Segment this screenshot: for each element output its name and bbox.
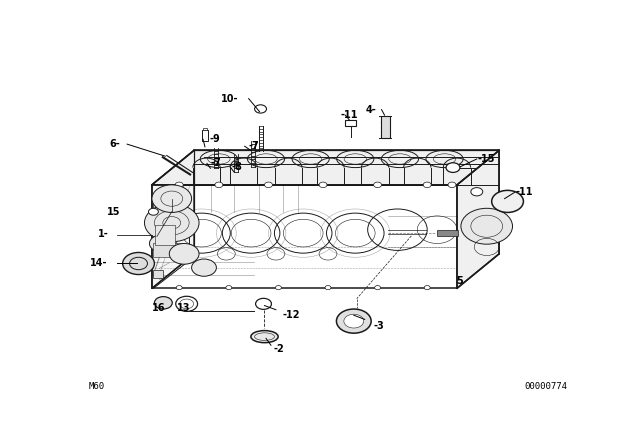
Text: -9: -9 xyxy=(210,134,221,144)
Bar xyxy=(154,198,164,212)
Text: 1-: 1- xyxy=(98,229,109,239)
Circle shape xyxy=(169,243,199,264)
Circle shape xyxy=(191,259,216,276)
Circle shape xyxy=(374,285,381,290)
Text: -7: -7 xyxy=(249,141,259,151)
Circle shape xyxy=(154,297,172,309)
Text: -15: -15 xyxy=(478,154,495,164)
Text: -8: -8 xyxy=(231,162,242,172)
Polygon shape xyxy=(457,151,499,289)
Text: 16: 16 xyxy=(152,303,165,313)
Ellipse shape xyxy=(251,331,278,343)
Circle shape xyxy=(423,182,431,188)
Circle shape xyxy=(226,285,232,290)
Bar xyxy=(437,230,458,236)
Text: -3: -3 xyxy=(374,321,385,331)
Circle shape xyxy=(145,204,199,242)
Text: 00000774: 00000774 xyxy=(524,382,567,391)
Circle shape xyxy=(148,208,158,215)
Circle shape xyxy=(492,190,524,212)
Circle shape xyxy=(461,208,513,244)
Text: 13: 13 xyxy=(177,303,191,313)
Circle shape xyxy=(337,309,371,333)
Text: 15: 15 xyxy=(107,207,121,217)
Text: M60: M60 xyxy=(89,382,105,391)
Circle shape xyxy=(448,182,456,188)
Text: -7: -7 xyxy=(211,159,221,168)
Text: 6-: 6- xyxy=(109,139,120,149)
Polygon shape xyxy=(152,151,499,185)
Bar xyxy=(346,120,356,126)
Circle shape xyxy=(446,163,460,172)
Text: -2: -2 xyxy=(273,344,284,354)
Circle shape xyxy=(325,285,331,290)
Circle shape xyxy=(152,185,191,212)
Circle shape xyxy=(319,182,327,188)
Circle shape xyxy=(255,298,271,310)
Circle shape xyxy=(176,285,182,290)
Text: 14-: 14- xyxy=(90,258,108,268)
Bar xyxy=(154,244,180,257)
Circle shape xyxy=(150,235,174,252)
Text: -11: -11 xyxy=(340,110,358,120)
Circle shape xyxy=(344,314,364,328)
Circle shape xyxy=(471,188,483,196)
Text: -11: -11 xyxy=(515,187,533,198)
Bar xyxy=(156,224,175,245)
Bar xyxy=(154,216,164,230)
Circle shape xyxy=(275,285,282,290)
Text: 10-: 10- xyxy=(221,94,239,103)
Text: 5: 5 xyxy=(456,276,463,286)
Bar xyxy=(203,128,207,129)
Circle shape xyxy=(215,182,223,188)
Polygon shape xyxy=(152,151,194,289)
Bar xyxy=(202,129,209,141)
Circle shape xyxy=(175,182,183,188)
Circle shape xyxy=(374,182,381,188)
Circle shape xyxy=(264,182,273,188)
Bar xyxy=(154,271,163,278)
Circle shape xyxy=(255,105,266,113)
Text: -12: -12 xyxy=(282,310,300,320)
Bar xyxy=(381,116,390,138)
Circle shape xyxy=(176,296,198,311)
Text: 4-: 4- xyxy=(366,105,376,115)
Circle shape xyxy=(424,285,430,290)
Circle shape xyxy=(123,253,154,275)
